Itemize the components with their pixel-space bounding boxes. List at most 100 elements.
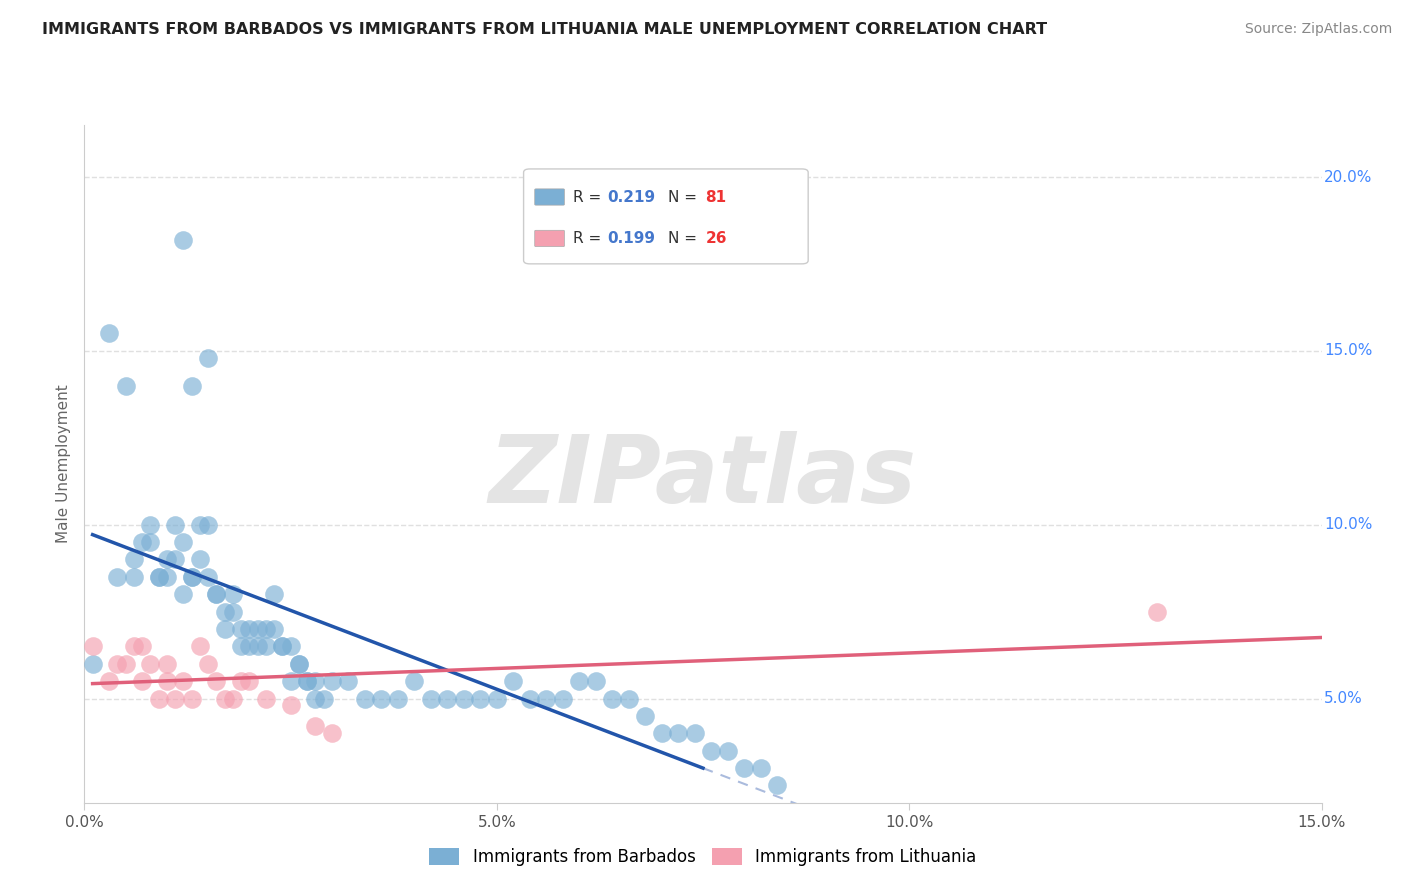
Point [295, 674, 318, 689]
Point [280, 698, 302, 713]
Text: 26: 26 [706, 231, 727, 246]
Point [172, 587, 194, 601]
Point [700, 744, 723, 758]
Point [263, 587, 285, 601]
Point [148, 570, 170, 584]
Point [683, 726, 706, 740]
Point [188, 517, 211, 532]
Point [634, 709, 657, 723]
Point [617, 691, 640, 706]
Point [139, 517, 162, 532]
Point [370, 691, 392, 706]
Point [568, 674, 591, 689]
Point [254, 622, 277, 636]
Text: 15.0%: 15.0% [1324, 343, 1372, 359]
Point [222, 605, 245, 619]
Point [197, 657, 219, 671]
Point [387, 691, 409, 706]
Point [337, 674, 360, 689]
Point [188, 552, 211, 566]
Point [172, 535, 194, 549]
Point [280, 674, 302, 689]
Point [271, 640, 294, 654]
Point [304, 691, 326, 706]
Text: ZIPatlas: ZIPatlas [489, 432, 917, 524]
Point [165, 552, 187, 566]
Point [733, 761, 755, 775]
Point [321, 674, 343, 689]
Point [214, 622, 236, 636]
Point [122, 552, 145, 566]
Point [470, 691, 492, 706]
Point [156, 657, 179, 671]
Legend: Immigrants from Barbados, Immigrants from Lithuania: Immigrants from Barbados, Immigrants fro… [423, 841, 983, 872]
Text: 5.0%: 5.0% [1324, 691, 1362, 706]
Point [122, 570, 145, 584]
Text: R =: R = [574, 189, 606, 204]
Point [246, 640, 269, 654]
Point [131, 674, 153, 689]
Point [502, 674, 524, 689]
Text: 0.199: 0.199 [607, 231, 655, 246]
Point [139, 535, 162, 549]
Point [214, 605, 236, 619]
Point [288, 657, 311, 671]
Point [180, 691, 202, 706]
Point [717, 744, 740, 758]
Text: 20.0%: 20.0% [1324, 169, 1372, 185]
Point [585, 674, 607, 689]
Text: Source: ZipAtlas.com: Source: ZipAtlas.com [1244, 22, 1392, 37]
Point [766, 779, 789, 793]
Point [105, 657, 128, 671]
Text: N =: N = [668, 231, 702, 246]
Point [180, 570, 202, 584]
Point [82, 657, 104, 671]
Point [131, 640, 153, 654]
Point [156, 570, 179, 584]
Text: N =: N = [668, 189, 702, 204]
Point [288, 657, 311, 671]
Point [105, 570, 128, 584]
Point [148, 570, 170, 584]
Point [238, 674, 260, 689]
Point [453, 691, 475, 706]
Point [156, 674, 179, 689]
Point [304, 674, 326, 689]
Point [197, 517, 219, 532]
Point [749, 761, 772, 775]
Y-axis label: Male Unemployment: Male Unemployment [56, 384, 72, 543]
Point [131, 535, 153, 549]
Point [246, 622, 269, 636]
Point [551, 691, 574, 706]
Point [666, 726, 689, 740]
Point [536, 691, 558, 706]
Point [114, 657, 136, 671]
Point [263, 622, 285, 636]
FancyBboxPatch shape [534, 230, 564, 246]
Point [419, 691, 441, 706]
Text: 81: 81 [706, 189, 727, 204]
Point [222, 587, 245, 601]
Point [165, 517, 187, 532]
Point [312, 691, 335, 706]
Point [205, 587, 228, 601]
Point [98, 674, 121, 689]
Point [82, 640, 104, 654]
Point [222, 691, 245, 706]
Point [229, 622, 252, 636]
Point [122, 640, 145, 654]
Point [404, 674, 426, 689]
Text: 0.219: 0.219 [607, 189, 655, 204]
Point [280, 640, 302, 654]
Point [238, 640, 260, 654]
Point [197, 570, 219, 584]
Point [304, 719, 326, 733]
Point [229, 674, 252, 689]
Point [254, 691, 277, 706]
Point [600, 691, 623, 706]
Point [188, 640, 211, 654]
Text: 10.0%: 10.0% [1324, 517, 1372, 533]
Point [321, 726, 343, 740]
Point [254, 640, 277, 654]
Point [148, 691, 170, 706]
